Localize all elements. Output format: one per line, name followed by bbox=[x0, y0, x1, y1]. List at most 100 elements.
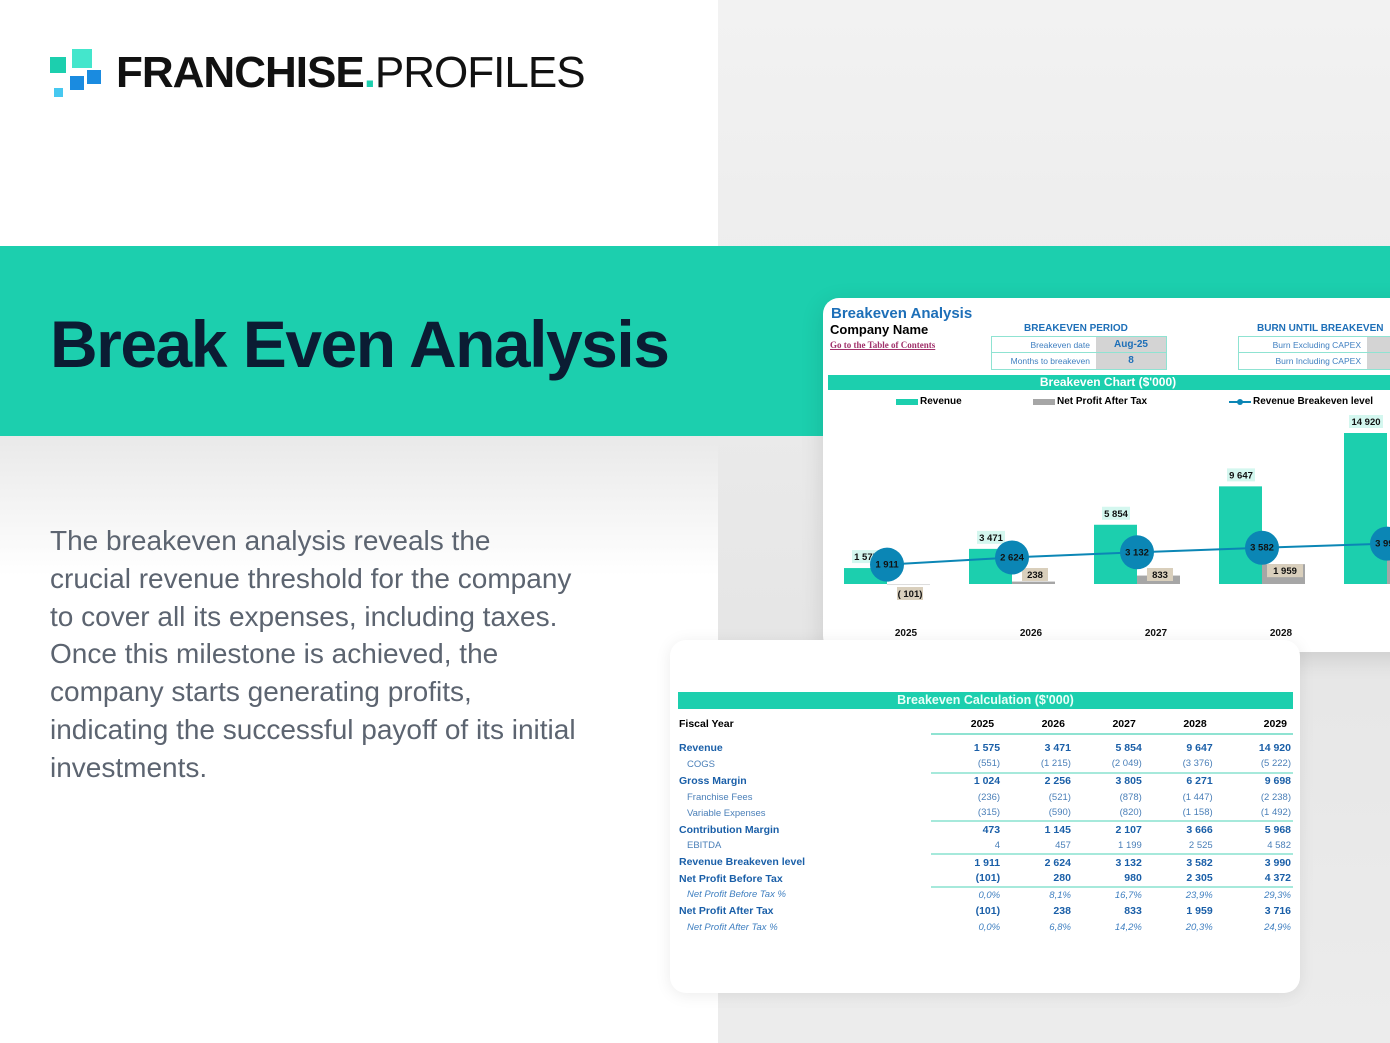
cell-value: (101) bbox=[931, 870, 1001, 888]
net-profit-data-label-bg bbox=[1147, 568, 1173, 581]
cell-value: (1 215) bbox=[1000, 756, 1071, 774]
burn-heading: BURN UNTIL BREAKEVEN bbox=[1257, 323, 1384, 334]
calc-table: Fiscal Year 2025 2026 2027 2028 2029 Revenue 1 … bbox=[679, 714, 1293, 936]
cell-value: (1 447) bbox=[1182, 791, 1213, 803]
table-row: EBITDA 4 457 1 199 2 525 4 582 bbox=[679, 837, 1293, 856]
cell-value: 980 bbox=[1070, 870, 1142, 888]
cell-value: 6 271 bbox=[1186, 775, 1213, 788]
legend-breakeven-line: Revenue Breakeven level bbox=[1229, 396, 1373, 407]
cell-value: 4 bbox=[931, 837, 1001, 856]
net-profit-data-label-bg bbox=[1022, 568, 1048, 581]
cell-value: 1 024 bbox=[973, 775, 1001, 788]
net-profit-data-label: 833 bbox=[1152, 570, 1168, 581]
table-row: Contribution Margin 473 1 145 2 107 3 666 5 9… bbox=[679, 821, 1293, 837]
net-profit-data-label-group: 238 bbox=[1022, 568, 1048, 581]
revenue-data-label-bg bbox=[1349, 415, 1383, 428]
cell-value: 2 525 bbox=[1141, 837, 1213, 856]
row-label: Net Profit Before Tax bbox=[679, 872, 783, 885]
cell-value: 20,3% bbox=[1185, 921, 1213, 933]
cell-value: 0,0% bbox=[978, 889, 1001, 901]
cell-value: 0,0% bbox=[978, 921, 1001, 933]
breakeven-period-heading: BREAKEVEN PERIOD bbox=[1024, 323, 1128, 334]
x-tick-label: 2027 bbox=[1145, 628, 1168, 639]
cell-value: 4 372 bbox=[1212, 870, 1293, 888]
table-row: Net Profit After Tax % 0,0% 6,8% 14,2% 20,3%… bbox=[679, 919, 1293, 935]
cell-value: (590) bbox=[1000, 805, 1071, 823]
x-tick-label: 2025 bbox=[895, 628, 918, 639]
cell-value: 1 911 bbox=[974, 856, 1001, 869]
year-header: 2025 bbox=[931, 714, 1001, 735]
row-label: Net Profit Before Tax % bbox=[687, 889, 786, 901]
net-profit-bar bbox=[1012, 581, 1055, 584]
breakeven-data-label: 1 911 bbox=[875, 560, 899, 571]
cell-value: 4 582 bbox=[1212, 837, 1293, 856]
net-profit-data-label: ( 101) bbox=[898, 589, 923, 600]
breakeven-date-label: Breakeven date bbox=[1030, 340, 1090, 350]
breakeven-data-label: 3 582 bbox=[1250, 543, 1274, 554]
row-label: Revenue Breakeven level bbox=[679, 856, 806, 869]
cell-value: 280 bbox=[1000, 870, 1071, 888]
brand-logo: FRANCHISE.PROFILES bbox=[50, 48, 586, 98]
net-profit-data-label: 1 959 bbox=[1273, 566, 1297, 577]
row-label: EBITDA bbox=[687, 840, 722, 852]
cell-value: (101) bbox=[975, 905, 1001, 918]
cell-value: (1 158) bbox=[1141, 805, 1213, 823]
net-profit-data-label-bg bbox=[1267, 564, 1303, 578]
brand-name: FRANCHISE.PROFILES bbox=[116, 48, 586, 97]
cell-value: 2 624 bbox=[1044, 856, 1071, 869]
revenue-data-label: 9 647 bbox=[1229, 470, 1253, 481]
breakeven-data-label: 3 990 bbox=[1375, 539, 1390, 550]
breakeven-marker bbox=[1120, 535, 1154, 570]
description: The breakeven analysis reveals the cruci… bbox=[50, 525, 576, 783]
net-profit-data-label-bg bbox=[897, 587, 923, 600]
cell-value: 3 666 bbox=[1186, 824, 1213, 837]
chart-title: Breakeven Chart ($'000) bbox=[828, 375, 1390, 390]
table-row: Net Profit Before Tax % 0,0% 8,1% 16,7% 23,9… bbox=[679, 887, 1293, 903]
cell-value: 457 bbox=[1000, 837, 1071, 856]
cell-value: 1 575 bbox=[973, 742, 1001, 755]
year-header: 2027 bbox=[1070, 714, 1142, 735]
revenue-data-label-bg bbox=[1102, 506, 1130, 520]
revenue-bar bbox=[1344, 433, 1387, 584]
net-profit-data-label-group: 833 bbox=[1147, 568, 1173, 581]
row-label: Net Profit After Tax % bbox=[687, 921, 778, 933]
cell-value: 2 305 bbox=[1141, 870, 1213, 888]
breakeven-data-label: 3 132 bbox=[1125, 547, 1149, 558]
revenue-data-label: 1 575 bbox=[854, 552, 878, 563]
net-profit-data-label: 238 bbox=[1027, 570, 1043, 581]
burn-excl-label: Burn Excluding CAPEX bbox=[1272, 340, 1361, 350]
cell-value: (2 049) bbox=[1070, 756, 1142, 774]
cell-value: 3 471 bbox=[1044, 742, 1071, 755]
cell-value: (3 376) bbox=[1141, 756, 1213, 774]
breakeven-marker bbox=[995, 540, 1029, 575]
cell-value: 238 bbox=[1053, 905, 1071, 918]
breakeven-calculation-card: Breakeven Calculation ($'000) Fiscal Yea… bbox=[670, 640, 1300, 993]
page-title: Break Even Analysis bbox=[50, 307, 670, 381]
toc-link[interactable]: Go to the Table of Contents bbox=[830, 340, 936, 350]
row-label: COGS bbox=[687, 758, 715, 770]
revenue-data-label-bg bbox=[1227, 468, 1255, 482]
row-label: Contribution Margin bbox=[679, 823, 780, 836]
cell-value: 16,7% bbox=[1114, 889, 1142, 901]
cell-value: 8,1% bbox=[1049, 889, 1071, 901]
cell-value: (236) bbox=[977, 791, 1001, 803]
cell-value: 3 132 bbox=[1115, 856, 1142, 869]
cell-value: 23,9% bbox=[1185, 889, 1213, 901]
analysis-title: Breakeven Analysis bbox=[831, 305, 973, 322]
logo-mark-icon bbox=[50, 48, 102, 98]
cell-value: (820) bbox=[1070, 805, 1142, 823]
breakeven-marker bbox=[1370, 526, 1390, 561]
burn-table: Burn Excluding CAPEX Burn Including CAPE… bbox=[1238, 336, 1390, 370]
row-label: Gross Margin bbox=[679, 774, 747, 787]
cell-value: 14 920 bbox=[1258, 742, 1291, 755]
fiscal-year-label: Fiscal Year bbox=[679, 718, 734, 730]
revenue-data-label-bg bbox=[977, 530, 1005, 544]
cell-value: 5 854 bbox=[1115, 742, 1142, 755]
table-row: Net Profit After Tax (101) 238 833 1 959 3 71… bbox=[679, 903, 1293, 919]
net-profit-bar bbox=[1387, 546, 1390, 584]
breakeven-marker bbox=[1245, 530, 1279, 565]
cell-value: (551) bbox=[931, 756, 1001, 774]
company-name: Company Name bbox=[830, 322, 929, 337]
cell-value: (1 492) bbox=[1212, 805, 1293, 823]
cell-value: 2 107 bbox=[1115, 824, 1142, 837]
